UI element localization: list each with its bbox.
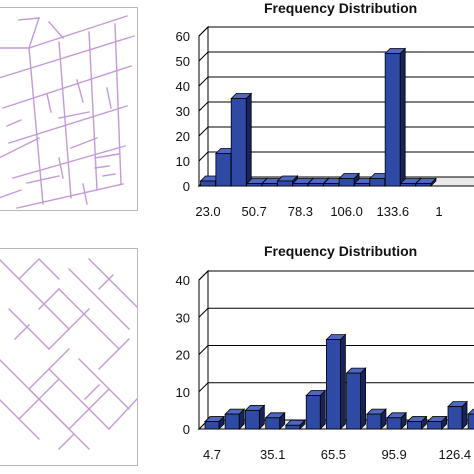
bar (264, 411, 286, 430)
bar-front (346, 372, 361, 430)
bar (338, 172, 361, 187)
x-tick-label: 78.3 (288, 204, 313, 219)
bar (325, 333, 347, 430)
bar-front (261, 183, 278, 187)
y-tick-label: 40 (176, 79, 190, 94)
bar-front (200, 180, 216, 187)
bar (386, 411, 408, 430)
bar-front (386, 417, 402, 430)
bar-front (285, 424, 301, 430)
bar-front (277, 180, 293, 187)
bar-front (407, 421, 422, 430)
bar-front (366, 413, 382, 430)
street-map-bottom (0, 248, 138, 466)
bar-front (215, 153, 232, 187)
x-tick-label: 65.5 (321, 447, 346, 462)
bar-side (319, 389, 326, 430)
x-tick-label: 1 (435, 204, 442, 219)
bar (365, 408, 387, 430)
bar-side (339, 333, 346, 430)
y-tick-label: 0 (183, 422, 190, 437)
bar-front (292, 183, 309, 187)
bar-front (265, 417, 281, 430)
y-tick-label: 40 (176, 273, 190, 288)
x-tick-label: 106.0 (330, 204, 363, 219)
chart-title-top: Frequency Distribution (264, 0, 418, 16)
bar (406, 415, 428, 430)
x-tick-label: 4.7 (203, 447, 221, 462)
bar-front (427, 421, 443, 430)
street-map-top (0, 7, 138, 211)
bar (284, 419, 306, 430)
bar (414, 177, 437, 187)
bar-front (204, 421, 220, 430)
x-tick-label: 133.6 (377, 204, 410, 219)
y-tick-label: 50 (176, 54, 190, 69)
y-tick-label: 30 (176, 310, 190, 325)
gridline (198, 270, 474, 281)
chart-title-bottom: Frequency Distribution (264, 243, 418, 259)
bar-front (230, 98, 247, 187)
bar-front (323, 183, 340, 187)
gridline (198, 382, 474, 393)
bar-front (354, 183, 370, 187)
bar-front (325, 339, 341, 430)
gridline (198, 307, 474, 318)
bar-side (245, 92, 252, 187)
gridline (198, 345, 474, 355)
y-tick-label: 20 (176, 348, 190, 363)
y-tick-label: 0 (183, 179, 190, 194)
bar-top (467, 408, 474, 415)
bar-front (400, 183, 416, 187)
bar-front (246, 183, 263, 187)
bar-front (244, 409, 260, 430)
y-tick-label: 20 (176, 129, 190, 144)
x-tick-label: 50.7 (242, 204, 267, 219)
bar-front (307, 183, 324, 187)
bar (467, 408, 474, 430)
y-tick-label: 30 (176, 104, 190, 119)
bar-front (384, 53, 401, 187)
x-tick-label: 35.1 (260, 447, 285, 462)
bar (384, 47, 407, 187)
bar (224, 408, 246, 430)
y-tick-label: 10 (176, 154, 190, 169)
bar (230, 92, 253, 187)
bar (447, 400, 468, 430)
bar-front (305, 395, 321, 430)
y-tick-label: 60 (176, 29, 190, 44)
bar (305, 389, 327, 430)
bar-side (399, 47, 406, 187)
x-tick-label: 95.9 (381, 447, 406, 462)
bar (244, 404, 266, 430)
bar (204, 415, 225, 430)
bar-front (467, 413, 474, 430)
gridline (198, 26, 474, 37)
y-tick-label: 10 (176, 385, 190, 400)
bar (345, 367, 367, 430)
bar-front (224, 413, 240, 430)
bar-front (447, 406, 463, 430)
x-tick-label: 23.0 (195, 204, 220, 219)
bar-front (338, 178, 355, 187)
bar (426, 415, 448, 430)
bar-front (369, 178, 386, 187)
x-tick-label: 126.4 (439, 447, 472, 462)
bar-front (415, 183, 432, 187)
frequency-chart-top: 0 10 20 30 40 50 60 23.0 50.7 78.3 106.0 133.6 1 (176, 25, 474, 219)
bar-side (360, 367, 366, 430)
